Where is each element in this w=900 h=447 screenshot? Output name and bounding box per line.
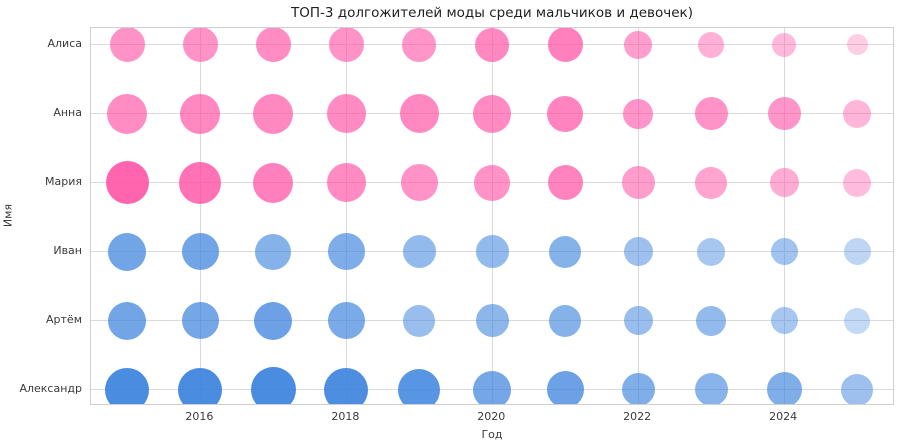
x-tick-label-2022: 2022: [623, 410, 652, 423]
bubble-Алиса-2025[interactable]: [846, 34, 868, 55]
bubble-Александр-2021[interactable]: [546, 371, 584, 404]
bubble-Иван-2016[interactable]: [181, 233, 219, 270]
bubble-Алиса-2022[interactable]: [624, 30, 653, 59]
y-category-label-Иван: Иван: [53, 243, 82, 257]
bubble-Артём-2016[interactable]: [181, 302, 219, 339]
bubble-Александр-2023[interactable]: [694, 373, 728, 404]
bubble-Артём-2024[interactable]: [770, 307, 798, 334]
bubble-Мария-2018[interactable]: [326, 163, 366, 202]
y-category-label-Артём: Артём: [46, 312, 82, 326]
bubble-Иван-2015[interactable]: [108, 232, 147, 271]
y-axis-title: Имя: [1, 203, 15, 228]
y-category-label-Мария: Мария: [45, 174, 82, 188]
bubble-Артём-2022[interactable]: [623, 306, 653, 335]
bubble-Анна-2018[interactable]: [326, 94, 366, 133]
y-category-label-Анна: Анна: [53, 105, 82, 119]
bubble-Александр-2016[interactable]: [178, 367, 223, 404]
plot-area: [90, 27, 894, 405]
bubble-Иван-2020[interactable]: [475, 235, 509, 268]
gridline-vertical: [345, 28, 347, 404]
gridline-vertical: [783, 28, 785, 404]
bubble-Артём-2015[interactable]: [108, 301, 147, 340]
gridline-vertical: [491, 28, 493, 404]
bubble-Артём-2017[interactable]: [254, 301, 293, 340]
bubble-Анна-2015[interactable]: [107, 93, 148, 134]
bubble-Александр-2022[interactable]: [621, 373, 655, 404]
bubble-Иван-2022[interactable]: [623, 237, 653, 266]
bubble-Артём-2025[interactable]: [844, 307, 871, 334]
bubble-Артём-2023[interactable]: [696, 305, 727, 336]
bubble-Мария-2017[interactable]: [253, 162, 294, 203]
gridline-vertical: [199, 28, 201, 404]
bubble-Мария-2023[interactable]: [695, 166, 728, 199]
x-tick-label-2018: 2018: [331, 410, 360, 423]
gridline-vertical: [637, 28, 639, 404]
bubble-Алиса-2015[interactable]: [109, 28, 145, 62]
bubble-Анна-2025[interactable]: [843, 99, 872, 128]
bubble-Иван-2018[interactable]: [327, 233, 365, 270]
bubble-Мария-2021[interactable]: [547, 165, 583, 200]
bubble-Анна-2020[interactable]: [473, 94, 512, 133]
bubble-Артём-2021[interactable]: [549, 304, 582, 337]
bubble-Александр-2018[interactable]: [324, 367, 369, 404]
bubble-Александр-2025[interactable]: [841, 373, 874, 404]
bubble-Алиса-2016[interactable]: [182, 28, 218, 62]
bubble-Иван-2019[interactable]: [402, 235, 436, 268]
x-tick-label-2020: 2020: [477, 410, 506, 423]
bubble-Мария-2015[interactable]: [105, 161, 149, 204]
x-tick-label-2024: 2024: [769, 410, 798, 423]
bubble-Анна-2023[interactable]: [694, 97, 728, 130]
bubble-Анна-2019[interactable]: [399, 94, 439, 133]
bubble-Анна-2022[interactable]: [623, 98, 654, 129]
bubble-Александр-2015[interactable]: [105, 367, 150, 404]
y-category-label-Алиса: Алиса: [47, 36, 83, 50]
x-tick-label-2016: 2016: [185, 410, 214, 423]
bubble-Иван-2023[interactable]: [697, 237, 726, 266]
bubble-Мария-2024[interactable]: [769, 168, 799, 197]
bubble-Алиса-2023[interactable]: [698, 31, 725, 58]
bubble-Александр-2019[interactable]: [398, 368, 441, 404]
bubble-Артём-2020[interactable]: [475, 304, 509, 337]
bubble-Иван-2024[interactable]: [770, 238, 798, 265]
bubble-Мария-2022[interactable]: [621, 166, 655, 199]
bubble-Александр-2024[interactable]: [766, 372, 802, 404]
bubble-Мария-2020[interactable]: [474, 164, 511, 201]
bubble-Александр-2020[interactable]: [473, 370, 512, 404]
y-category-label-Александр: Александр: [19, 381, 82, 395]
bubble-Алиса-2024[interactable]: [772, 32, 797, 57]
bubble-Алиса-2019[interactable]: [402, 28, 437, 62]
bubble-Анна-2017[interactable]: [253, 93, 294, 134]
bubble-Иван-2025[interactable]: [843, 238, 871, 265]
chart-title: ТОП-3 долгожителей моды среди мальчиков …: [291, 5, 693, 21]
bubble-Мария-2016[interactable]: [179, 161, 222, 204]
bubble-Иван-2017[interactable]: [255, 233, 292, 270]
bubble-Алиса-2018[interactable]: [328, 28, 364, 62]
bubble-Артём-2019[interactable]: [403, 304, 436, 337]
bubble-Артём-2018[interactable]: [327, 302, 365, 339]
bubble-Алиса-2017[interactable]: [255, 28, 291, 62]
bubble-Мария-2025[interactable]: [843, 168, 872, 197]
bubble-Анна-2021[interactable]: [547, 95, 584, 132]
bubble-Мария-2019[interactable]: [400, 164, 438, 201]
bubble-Алиса-2021[interactable]: [547, 28, 583, 62]
bubble-Анна-2016[interactable]: [180, 93, 221, 134]
bubble-Иван-2021[interactable]: [549, 235, 582, 268]
x-axis-title: Год: [481, 428, 503, 441]
bubble-Алиса-2020[interactable]: [475, 28, 510, 62]
bubble-Анна-2024[interactable]: [767, 97, 801, 130]
bubble-Александр-2017[interactable]: [250, 367, 296, 404]
